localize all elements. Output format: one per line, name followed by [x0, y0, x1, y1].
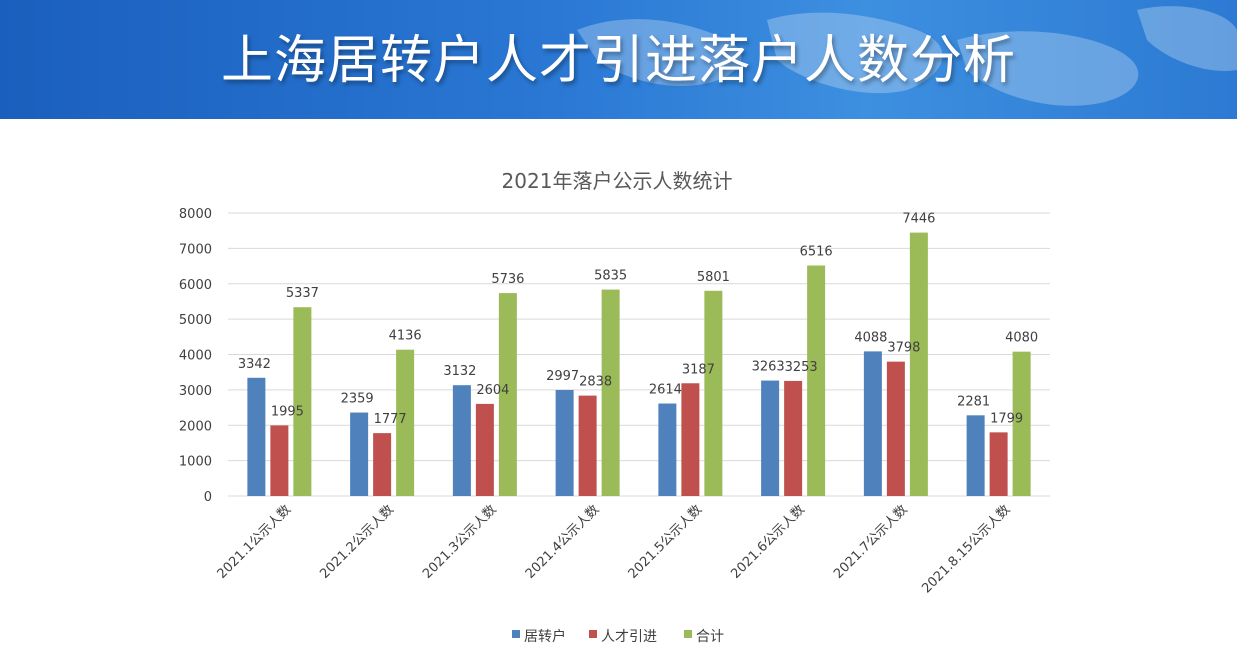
- x-tick-label: 2021.3公示人数: [420, 502, 500, 582]
- bar-居转户-2021.1公示人数: [247, 377, 266, 496]
- data-label: 5337: [286, 286, 319, 301]
- y-tick-label: 3000: [179, 384, 212, 399]
- data-label: 5801: [697, 270, 730, 285]
- legend-label: 人才引进: [601, 629, 657, 645]
- y-tick-label: 5000: [179, 313, 212, 328]
- chart-area: 2021年落户公示人数统计 0 1000 2000 3000 4000 5000 6000 7…: [0, 119, 1237, 664]
- data-label: 4136: [389, 329, 422, 344]
- bar-合计-2021.6公示人数: [807, 265, 826, 496]
- bar-居转户-2021.6公示人数: [761, 380, 780, 496]
- legend-label: 居转户: [524, 628, 566, 645]
- bar-人才引进-2021.3公示人数: [475, 403, 494, 496]
- bar-人才引进-2021.4公示人数: [578, 395, 597, 496]
- y-tick-label: 0: [204, 490, 212, 505]
- data-label: 2359: [341, 392, 374, 407]
- data-label: 4080: [1005, 331, 1038, 346]
- data-label: 3132: [443, 364, 476, 379]
- data-label: 2281: [957, 394, 990, 409]
- bar-合计-2021.4公示人数: [601, 289, 620, 496]
- bar-合计-2021.1公示人数: [293, 307, 312, 496]
- data-label: 2997: [546, 369, 579, 384]
- bar-合计-2021.5公示人数: [704, 290, 723, 496]
- data-label: 4088: [854, 330, 887, 345]
- bar-人才引进-2021.2公示人数: [373, 433, 392, 496]
- legend-swatch: [589, 630, 597, 638]
- y-tick-label: 4000: [179, 349, 212, 364]
- x-tick-label: 2021.2公示人数: [317, 502, 397, 582]
- data-label: 3187: [682, 362, 715, 377]
- x-tick-label: 2021.7公示人数: [831, 502, 911, 582]
- bar-合计-2021.3公示人数: [498, 293, 517, 496]
- y-tick-label: 7000: [179, 242, 212, 257]
- data-label: 3798: [887, 341, 920, 356]
- y-tick-label: 6000: [179, 278, 212, 293]
- data-label: 1777: [374, 412, 407, 427]
- bar-人才引进-2021.6公示人数: [784, 380, 803, 496]
- bar-居转户-2021.3公示人数: [452, 385, 471, 496]
- bar-人才引进-2021.5公示人数: [681, 383, 700, 496]
- data-label: 5736: [491, 272, 524, 287]
- x-tick-label: 2021.5公示人数: [626, 502, 706, 582]
- data-label: 6516: [800, 244, 833, 259]
- x-tick-label: 2021.4公示人数: [523, 502, 603, 582]
- y-tick-label: 8000: [179, 207, 212, 222]
- bar-人才引进-2021.1公示人数: [270, 425, 289, 496]
- data-label: 2838: [579, 375, 612, 390]
- header-banner: 上海居转户人才引进落户人数分析: [0, 0, 1237, 119]
- bar-居转户-2021.5公示人数: [658, 403, 677, 496]
- data-label: 5835: [594, 269, 627, 284]
- bar-居转户-2021.4公示人数: [555, 389, 574, 496]
- data-label: 2604: [476, 383, 509, 398]
- legend-label: 合计: [696, 629, 724, 645]
- x-tick-label: 2021.8.15公示人数: [919, 502, 1013, 596]
- x-tick-label: 2021.1公示人数: [215, 502, 295, 582]
- chart-legend: 居转户 人才引进 合计: [512, 628, 724, 645]
- y-tick-label: 2000: [179, 419, 212, 434]
- bar-居转户-2021.8.15公示人数: [966, 415, 985, 496]
- data-label: 3263: [752, 360, 785, 375]
- data-label: 3342: [238, 357, 271, 372]
- legend-swatch: [684, 630, 692, 638]
- data-label: 1799: [990, 411, 1023, 426]
- x-tick-label: 2021.6公示人数: [728, 502, 808, 582]
- data-label: 1995: [271, 404, 304, 419]
- bar-人才引进-2021.8.15公示人数: [989, 432, 1008, 496]
- bar-合计-2021.2公示人数: [396, 349, 415, 496]
- bar-合计-2021.8.15公示人数: [1012, 351, 1031, 496]
- bar-chart: 2021年落户公示人数统计 0 1000 2000 3000 4000 5000 6000 7…: [179, 169, 1050, 645]
- page-title: 上海居转户人才引进落户人数分析: [220, 31, 1016, 91]
- bar-人才引进-2021.7公示人数: [886, 361, 905, 496]
- y-tick-label: 1000: [179, 455, 212, 470]
- legend-swatch: [512, 630, 520, 638]
- bar-居转户-2021.7公示人数: [863, 351, 882, 496]
- chart-title: 2021年落户公示人数统计: [502, 169, 733, 193]
- world-map-decoration: [577, 6, 1237, 106]
- data-label: 7446: [902, 212, 935, 227]
- bar-合计-2021.7公示人数: [909, 232, 928, 496]
- data-label: 2614: [649, 383, 682, 398]
- bar-居转户-2021.2公示人数: [350, 412, 369, 496]
- data-label: 3253: [785, 360, 818, 375]
